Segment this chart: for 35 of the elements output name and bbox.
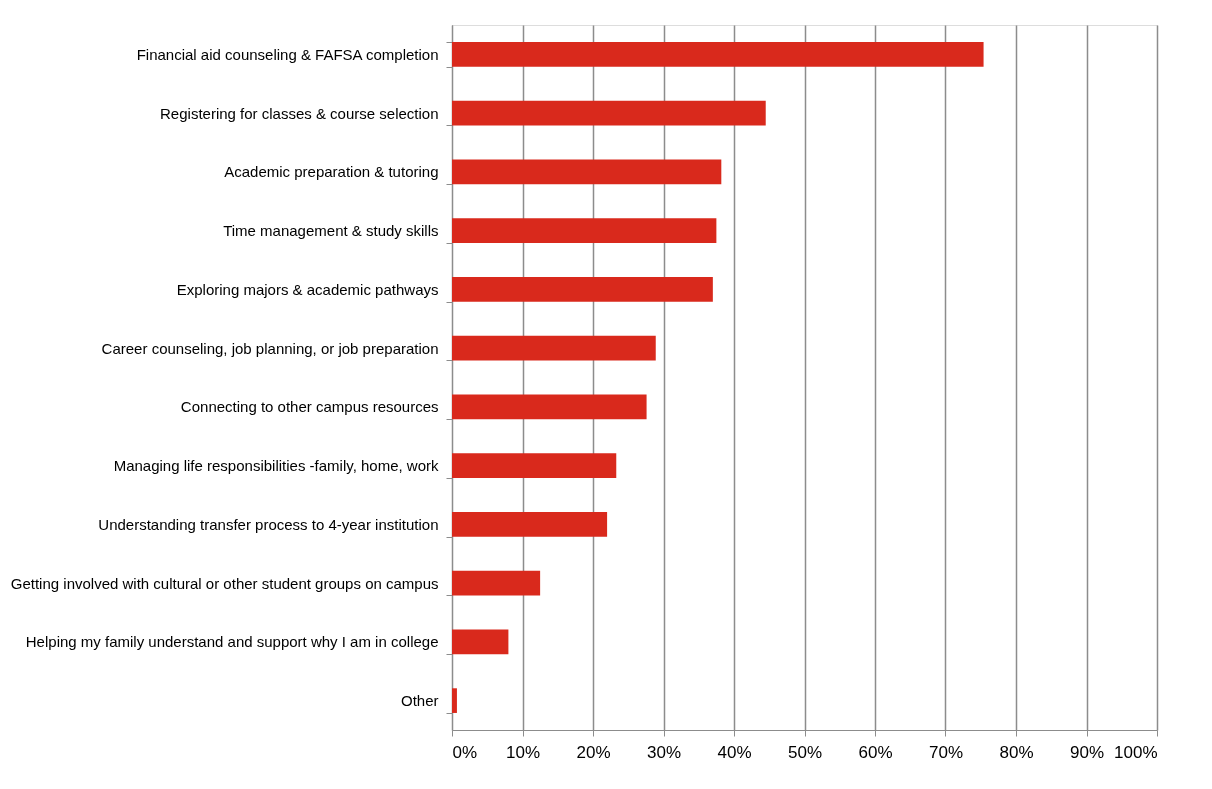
y-tick-label: Understanding transfer process to 4-year institution: [98, 515, 439, 533]
bar: [452, 42, 984, 67]
y-tick-label: Exploring majors & academic pathways: [176, 280, 439, 298]
x-tick-label: 80%: [999, 742, 1034, 762]
bar: [452, 453, 617, 478]
y-tick-label: Connecting to other campus resources: [180, 398, 439, 416]
x-tick-label: 90%: [1069, 742, 1105, 762]
bar: [452, 394, 647, 420]
y-tick-label: Registering for classes & course selection: [160, 104, 439, 122]
bar: [452, 570, 541, 596]
x-tick-label: 30%: [646, 742, 682, 762]
bar: [452, 277, 713, 302]
x-tick-label: 70%: [928, 742, 964, 762]
x-tick-label: 60%: [858, 742, 893, 762]
y-tick-label: Time management & study skills: [223, 222, 439, 240]
bar: [452, 629, 509, 655]
y-tick-label: Financial aid counseling & FAFSA completion: [136, 45, 439, 63]
y-tick-label: Career counseling, job planning, or job preparation: [101, 339, 439, 357]
y-tick-label: Managing life responsibilities -family, home, work: [113, 457, 439, 475]
bar: [452, 335, 656, 361]
x-tick-label: 100%: [1114, 742, 1158, 762]
x-tick-label: 40%: [717, 742, 752, 762]
x-tick-label: 50%: [787, 742, 823, 762]
bar: [452, 218, 717, 243]
bar: [452, 688, 457, 713]
x-tick-label: 10%: [505, 742, 541, 762]
y-tick-label: Getting involved with cultural or other student groups on campus: [10, 574, 439, 592]
y-tick-label: Other: [400, 692, 439, 710]
x-tick-label: 20%: [576, 742, 611, 762]
y-tick-label: Academic preparation & tutoring: [224, 163, 439, 181]
x-tick-label: 0%: [452, 742, 478, 762]
bar: [452, 100, 766, 126]
bar: [452, 159, 722, 185]
bar: [452, 512, 608, 537]
y-tick-label: Helping my family understand and support why I am in college: [25, 633, 439, 651]
